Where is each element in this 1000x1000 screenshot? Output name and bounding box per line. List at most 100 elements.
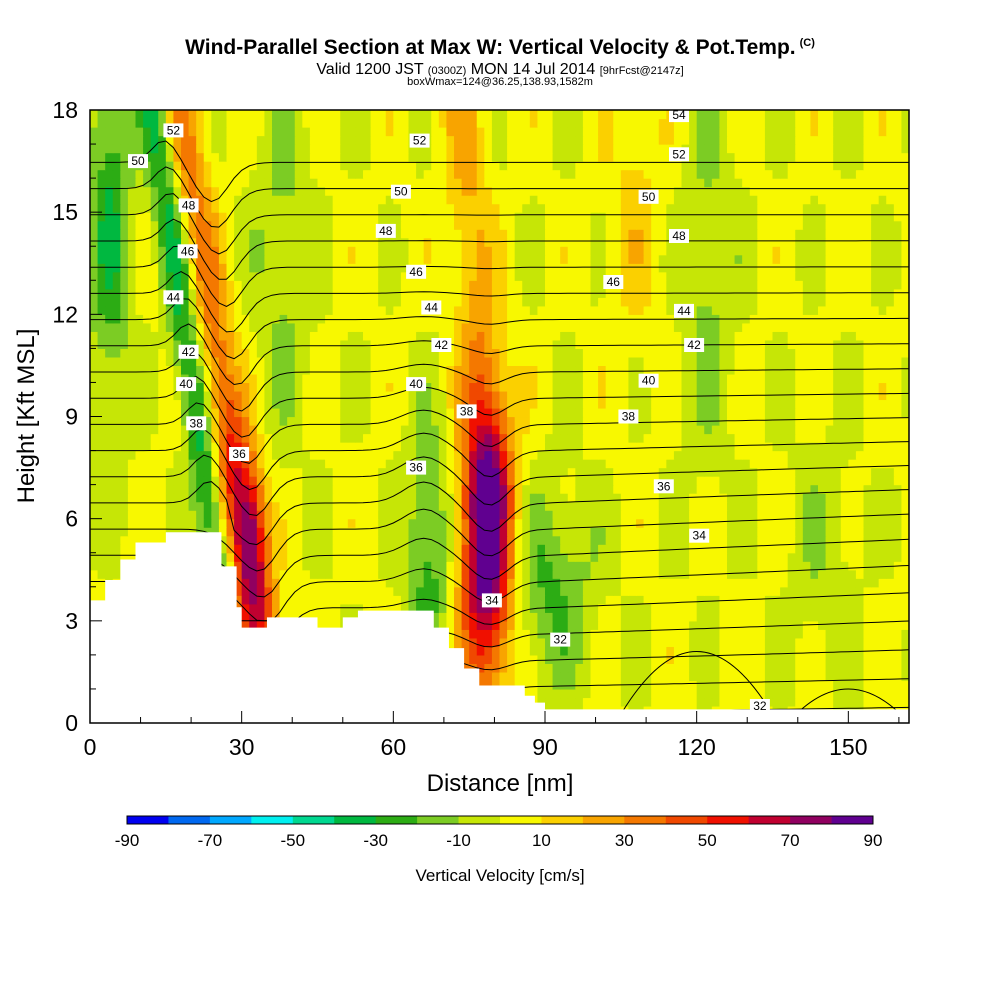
velocity-cell xyxy=(97,459,106,469)
velocity-cell xyxy=(454,399,463,409)
velocity-cell xyxy=(901,390,909,401)
velocity-cell xyxy=(772,663,781,673)
velocity-cell xyxy=(423,569,432,579)
velocity-cell xyxy=(833,680,842,690)
velocity-cell xyxy=(901,663,909,673)
velocity-cell xyxy=(165,484,175,494)
velocity-cell xyxy=(484,671,493,682)
velocity-cell xyxy=(400,365,410,375)
velocity-cell xyxy=(423,373,432,384)
velocity-cell xyxy=(363,476,372,486)
velocity-cell xyxy=(734,646,743,656)
velocity-cell xyxy=(863,390,872,401)
velocity-cell xyxy=(507,527,516,537)
velocity-cell xyxy=(863,365,872,375)
velocity-cell xyxy=(309,459,319,469)
velocity-cell xyxy=(719,382,728,392)
velocity-cell xyxy=(787,629,796,639)
velocity-cell xyxy=(423,467,432,477)
velocity-cell xyxy=(848,544,857,554)
velocity-cell xyxy=(871,390,880,401)
velocity-cell xyxy=(658,373,667,384)
velocity-cell xyxy=(112,322,121,332)
velocity-cell xyxy=(795,688,804,699)
velocity-cell xyxy=(484,637,493,647)
velocity-cell xyxy=(385,459,394,469)
velocity-cell xyxy=(598,339,607,349)
velocity-cell xyxy=(241,527,250,537)
velocity-cell xyxy=(249,442,258,452)
velocity-cell xyxy=(727,433,736,443)
velocity-cell xyxy=(507,637,516,647)
velocity-cell xyxy=(188,365,197,375)
velocity-cell xyxy=(264,527,273,537)
velocity-cell xyxy=(173,493,182,503)
velocity-cell xyxy=(158,467,167,477)
velocity-cell xyxy=(719,476,728,486)
velocity-cell xyxy=(491,390,501,401)
velocity-cell xyxy=(408,331,417,341)
velocity-cell xyxy=(863,399,872,409)
velocity-cell xyxy=(454,561,463,571)
velocity-cell xyxy=(529,612,539,622)
velocity-cell xyxy=(165,373,175,384)
velocity-cell xyxy=(795,569,804,579)
velocity-cell xyxy=(491,459,501,469)
velocity-cell xyxy=(279,586,288,596)
velocity-cell xyxy=(484,484,493,494)
velocity-cell xyxy=(279,595,288,605)
velocity-cell xyxy=(764,544,774,554)
velocity-cell xyxy=(120,331,129,341)
velocity-cell xyxy=(666,365,675,375)
velocity-cell xyxy=(120,476,129,486)
velocity-cell xyxy=(218,518,228,528)
velocity-cell xyxy=(598,399,607,409)
velocity-cell xyxy=(719,399,728,409)
velocity-cell xyxy=(825,382,834,392)
velocity-cell xyxy=(696,365,705,375)
velocity-cell xyxy=(370,603,379,613)
velocity-cell xyxy=(203,433,212,443)
velocity-cell xyxy=(802,467,812,477)
velocity-cell xyxy=(825,697,834,707)
velocity-cell xyxy=(400,578,410,588)
velocity-cell xyxy=(400,416,410,426)
velocity-cell xyxy=(476,535,485,545)
velocity-cell xyxy=(764,569,774,579)
velocity-cell xyxy=(818,493,827,503)
velocity-cell xyxy=(560,680,569,690)
velocity-cell xyxy=(431,373,440,384)
velocity-cell xyxy=(537,552,546,562)
velocity-cell xyxy=(234,382,243,392)
velocity-cell xyxy=(855,493,865,503)
velocity-cell xyxy=(673,459,683,469)
velocity-cell xyxy=(681,654,690,664)
velocity-cell xyxy=(484,382,493,392)
velocity-cell xyxy=(590,612,599,622)
velocity-cell xyxy=(211,459,220,469)
velocity-cell xyxy=(780,561,789,571)
velocity-cell xyxy=(438,501,448,511)
velocity-cell xyxy=(818,373,827,384)
velocity-cell xyxy=(120,450,129,460)
velocity-cell xyxy=(666,663,675,673)
velocity-cell xyxy=(135,501,144,511)
velocity-cell xyxy=(696,493,705,503)
velocity-cell xyxy=(863,680,872,690)
velocity-cell xyxy=(764,476,774,486)
velocity-cell xyxy=(256,348,266,358)
velocity-cell xyxy=(833,535,842,545)
velocity-cell xyxy=(727,382,736,392)
velocity-cell xyxy=(818,663,827,673)
velocity-cell xyxy=(188,501,197,511)
velocity-cell xyxy=(226,331,235,341)
velocity-cell xyxy=(143,510,152,520)
velocity-cell xyxy=(666,331,675,341)
velocity-cell xyxy=(188,433,197,443)
velocity-cell xyxy=(340,569,349,579)
velocity-cell xyxy=(378,356,387,367)
velocity-cell xyxy=(150,348,159,358)
velocity-cell xyxy=(105,322,114,332)
velocity-cell xyxy=(704,476,713,486)
velocity-cell xyxy=(567,535,576,545)
